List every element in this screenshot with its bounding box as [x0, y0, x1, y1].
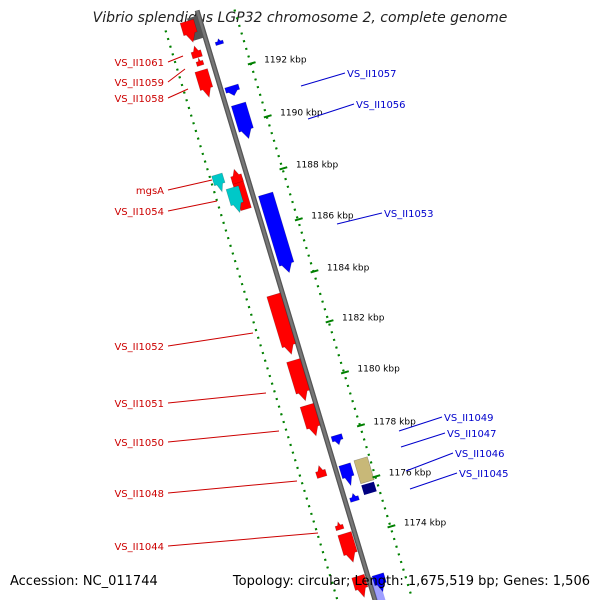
gene-label-left: VS_II1044	[114, 542, 164, 553]
gene-arrow-cyan-top	[211, 172, 226, 193]
scale-tick-mark	[279, 166, 288, 171]
gene-arrow-vs-ii1049	[330, 433, 344, 446]
gene-label-right: VS_II1057	[347, 69, 397, 80]
gene-arrow-vs-ii1057	[224, 83, 241, 97]
gene-arrow-vs-ii1061	[179, 18, 198, 43]
scale-tick-mark	[310, 269, 319, 274]
accession-text: Accession: NC_011744	[10, 574, 158, 589]
leader-line-left	[167, 430, 280, 443]
gene-arrow-vs-ii1054	[225, 185, 244, 214]
gene-arrow-red-small-bottom	[334, 521, 345, 532]
scale-tick-mark	[356, 423, 366, 428]
gene-features	[179, 18, 387, 599]
gene-arrow-small-red	[230, 168, 244, 185]
gene-arrow-vs-ii1046	[349, 492, 360, 503]
scale-ticks: 1192 kbp 1190 kbp 1188 kbp 1186 kbp 1184 kbp…	[247, 56, 447, 529]
dotted-track-guides	[164, 9, 414, 600]
gene-label-left: VS_II1061	[114, 58, 164, 69]
backbone-highlight	[195, 10, 377, 600]
gene-label-right: VS_II1053	[384, 209, 434, 220]
leader-line-left	[167, 68, 186, 83]
scale-tick-label: 1190 kbp	[280, 109, 323, 119]
gene-arrow-vs-ii1059	[195, 56, 205, 67]
leader-line-left	[167, 532, 319, 547]
leader-line-left	[167, 392, 267, 404]
gene-labels: VS_II1061 VS_II1059 VS_II1058 mgsA VS_II1054…	[114, 58, 508, 553]
gene-arrow-vs-ii1048	[315, 464, 328, 479]
genome-backbone	[187, 9, 386, 600]
scale-tick-label: 1174 kbp	[404, 519, 447, 529]
gene-label-right: VS_II1056	[356, 100, 406, 111]
leader-line-left	[167, 200, 218, 212]
leader-line-right	[307, 103, 355, 120]
scale-tick-mark	[387, 524, 396, 529]
scale-tick-mark	[247, 61, 256, 66]
gene-arrow-vs-ii1044	[337, 531, 358, 563]
scale-tick-label: 1178 kbp	[373, 418, 416, 428]
leader-line-left	[167, 55, 184, 63]
leader-line-left	[167, 179, 213, 191]
leader-line-left	[167, 332, 254, 347]
leader-line-right	[409, 472, 458, 490]
gene-label-right: VS_II1047	[447, 429, 497, 440]
scale-tick-label: 1182 kbp	[342, 314, 385, 324]
gene-label-right: VS_II1045	[459, 469, 509, 480]
scale-tick-label: 1188 kbp	[296, 161, 339, 171]
leader-line-right	[398, 416, 443, 432]
topology-text: Topology: circular; Length: 1,675,519 bp…	[232, 574, 590, 589]
gene-arrow-blue-bottom	[371, 572, 387, 593]
gene-label-left: VS_II1050	[114, 438, 164, 449]
gene-label-left: VS_II1048	[114, 489, 164, 500]
leader-line-right	[400, 432, 446, 448]
gene-arrow-vs-ii1060	[190, 45, 203, 60]
gene-label-left: VS_II1059	[114, 78, 164, 89]
gene-arrow-vs-ii1056	[230, 101, 254, 140]
gene-label-left: mgsA	[136, 186, 164, 197]
gene-arrow-vs-ii1050	[299, 402, 321, 437]
gene-label-right: VS_II1046	[455, 449, 505, 460]
leader-line-right	[300, 72, 346, 87]
scale-tick-label: 1192 kbp	[264, 56, 307, 66]
scale-tick-mark	[372, 474, 381, 479]
scale-tick-mark	[325, 319, 334, 324]
dotted-guide-left	[164, 30, 339, 600]
dotted-guide-right	[233, 9, 414, 600]
gene-label-left: VS_II1054	[114, 207, 164, 218]
gene-arrow-blue-top	[214, 38, 225, 46]
leader-line-right	[336, 212, 383, 225]
label-leader-lines	[167, 55, 458, 547]
leader-line-right	[405, 452, 454, 472]
scale-tick-mark	[263, 114, 272, 119]
scale-tick-label: 1186 kbp	[311, 212, 354, 222]
gene-block-vs-ii1046	[353, 456, 375, 485]
gene-arrow-vs-ii1051	[286, 358, 310, 402]
scale-tick-label: 1180 kbp	[357, 365, 400, 375]
leader-line-left	[167, 88, 189, 99]
leader-line-left	[167, 480, 298, 494]
gene-label-left: VS_II1052	[114, 342, 164, 353]
gene-arrow-red-bottom	[351, 573, 369, 599]
gene-label-right: VS_II1049	[444, 413, 494, 424]
scale-tick-label: 1184 kbp	[327, 264, 370, 274]
scale-tick-mark	[294, 217, 303, 222]
gene-arrow-vs-ii1052	[266, 292, 296, 355]
scale-tick-label: 1176 kbp	[389, 469, 432, 479]
gene-label-left: VS_II1051	[114, 399, 164, 410]
gene-block-vs-ii1045	[361, 481, 377, 495]
gene-arrow-vs-ii1053	[258, 191, 295, 274]
scale-tick-mark	[340, 370, 350, 375]
gene-arrow-vs-ii1058	[194, 68, 214, 99]
gene-label-left: VS_II1058	[114, 94, 164, 105]
gene-arrow-vs-ii1047	[338, 462, 355, 487]
